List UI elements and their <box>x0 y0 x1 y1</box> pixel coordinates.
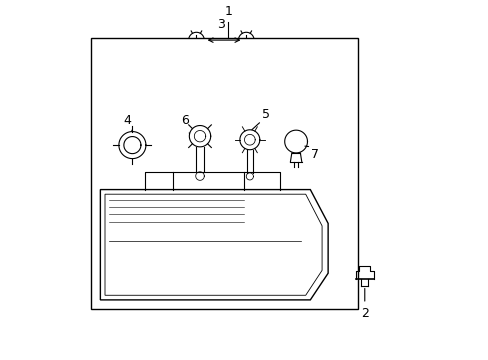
Text: 4: 4 <box>123 114 132 131</box>
Bar <box>91 38 358 309</box>
Text: 3: 3 <box>217 18 225 31</box>
Text: 1: 1 <box>224 5 232 18</box>
Text: 5: 5 <box>261 108 269 121</box>
Text: 6: 6 <box>181 114 189 134</box>
Text: 7: 7 <box>311 148 319 161</box>
Text: 2: 2 <box>360 288 368 320</box>
